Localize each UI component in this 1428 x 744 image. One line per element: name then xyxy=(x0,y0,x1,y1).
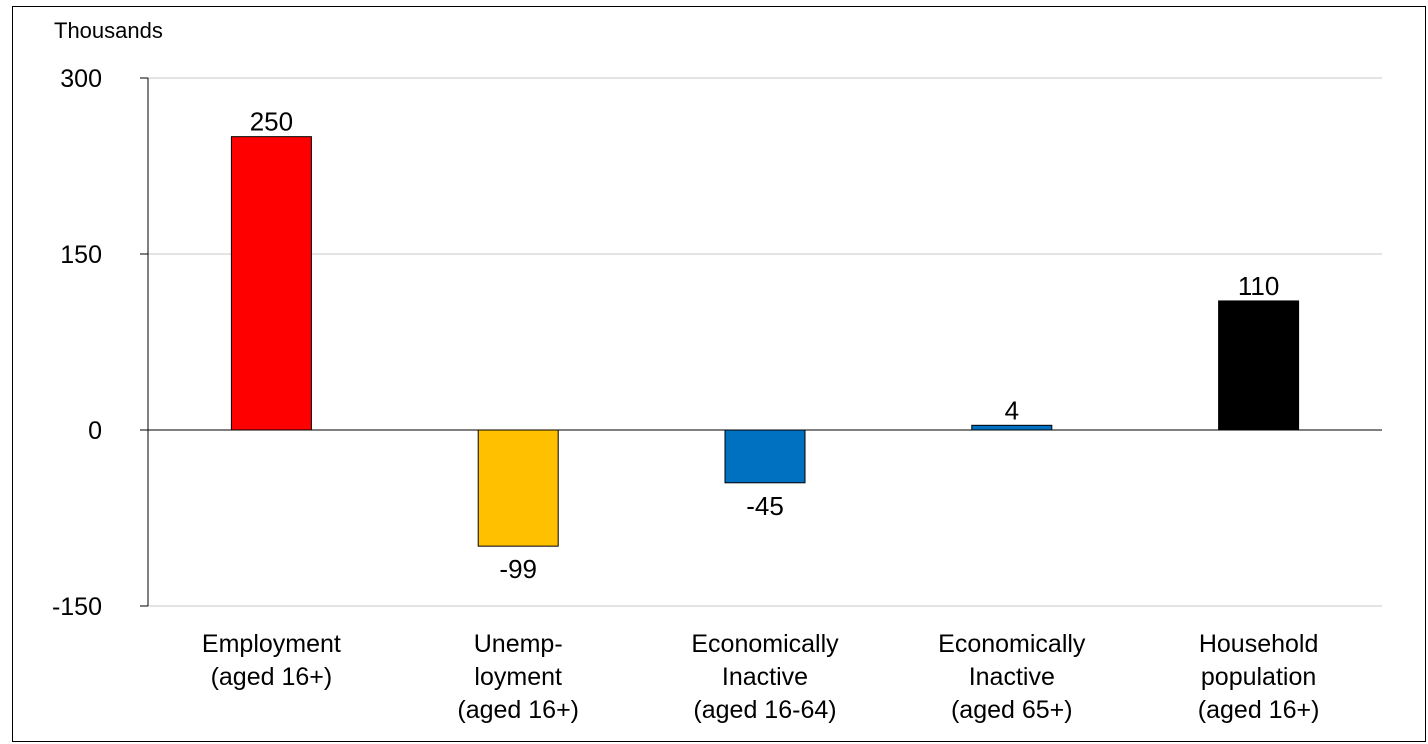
data-label: 4 xyxy=(1005,395,1019,425)
y-tick-label: -150 xyxy=(52,593,102,621)
y-tick-label: 300 xyxy=(60,65,102,93)
data-label: 110 xyxy=(1238,271,1279,301)
bar xyxy=(724,429,806,484)
category-label: (aged 16+) xyxy=(1198,696,1320,724)
y-axis-tick-labels: 300 150 0 -150 xyxy=(52,65,102,621)
category-label: (aged 16+) xyxy=(211,663,333,691)
y-tick-label: 150 xyxy=(60,241,102,269)
category-label: Economically xyxy=(691,630,839,658)
bar xyxy=(1218,300,1300,431)
data-label: 250 xyxy=(250,107,293,137)
category-label: (aged 16-64) xyxy=(693,696,836,724)
bar xyxy=(477,429,559,547)
category-label: Unemp- xyxy=(474,630,563,658)
data-label: -99 xyxy=(499,554,537,584)
category-label: (aged 65+) xyxy=(951,696,1073,724)
bar xyxy=(971,424,1053,431)
data-label: -45 xyxy=(746,491,784,521)
category-label: Household xyxy=(1199,630,1319,658)
y-axis-unit-label: Thousands xyxy=(54,18,163,43)
category-label: Economically xyxy=(938,630,1086,658)
category-label: loyment xyxy=(474,663,562,691)
bars xyxy=(230,136,1300,547)
gridlines xyxy=(140,77,1382,607)
y-tick-label: 0 xyxy=(88,417,102,445)
category-label: Inactive xyxy=(722,663,808,691)
category-label: Employment xyxy=(202,630,341,658)
category-labels: Employment (aged 16+) Unemp-loyment (aged 1… xyxy=(202,630,1319,724)
category-label: (aged 16+) xyxy=(457,696,579,724)
category-label: population xyxy=(1201,663,1316,691)
bar xyxy=(230,136,312,431)
category-label: Inactive xyxy=(969,663,1055,691)
data-labels: 250 -99 -45 4 110 xyxy=(250,107,1280,584)
